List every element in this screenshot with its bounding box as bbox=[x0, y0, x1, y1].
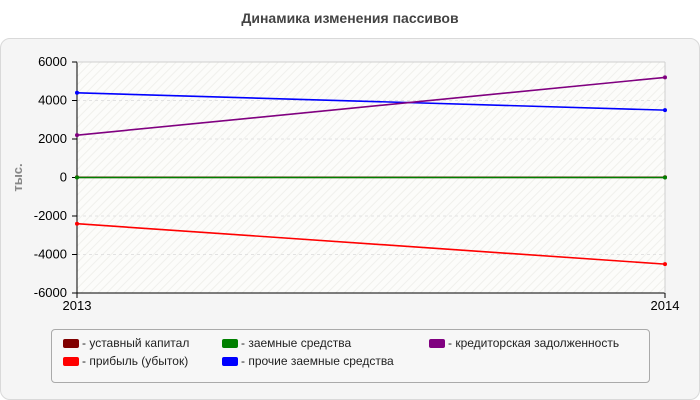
series-lines bbox=[75, 75, 667, 267]
legend-item: - заемные средства bbox=[222, 336, 351, 350]
chart-legend: - уставный капитал - прибыль (убыток) - за… bbox=[51, 329, 650, 383]
chart-title: Динамика изменения пассивов bbox=[241, 10, 459, 26]
y-tick-label: 6000 bbox=[38, 54, 67, 69]
legend-item: - кредиторская задолженность bbox=[429, 336, 619, 350]
y-tick-label: -6000 bbox=[34, 285, 67, 300]
y-tick-label: 2000 bbox=[38, 131, 67, 146]
series-line bbox=[76, 222, 666, 265]
data-point bbox=[663, 108, 667, 113]
legend-swatch bbox=[429, 338, 445, 348]
data-point bbox=[75, 133, 79, 138]
legend-label: - прочие заемные средства bbox=[241, 354, 394, 368]
data-point bbox=[75, 221, 79, 226]
data-point bbox=[663, 262, 667, 267]
legend-item: - прочие заемные средства bbox=[222, 354, 394, 368]
data-point bbox=[663, 175, 667, 180]
legend-swatch bbox=[222, 356, 238, 366]
legend-swatch bbox=[63, 356, 79, 366]
x-tick-label: 2013 bbox=[63, 298, 92, 313]
legend-item: - прибыль (убыток) bbox=[63, 354, 188, 368]
legend-label: - кредиторская задолженность bbox=[448, 336, 620, 350]
y-tick-label: 4000 bbox=[38, 93, 67, 108]
legend-label: - прибыль (убыток) bbox=[82, 354, 189, 368]
legend-swatch bbox=[63, 338, 79, 348]
data-point bbox=[663, 75, 667, 80]
data-point bbox=[75, 90, 79, 95]
x-tick-label: 2014 bbox=[651, 298, 680, 313]
legend-swatch bbox=[222, 338, 238, 348]
y-tick-label: -4000 bbox=[34, 247, 67, 262]
data-point bbox=[75, 175, 79, 180]
legend-label: - уставный капитал bbox=[82, 336, 190, 350]
y-tick-label: 0 bbox=[60, 170, 67, 185]
series-line bbox=[76, 92, 666, 111]
y-axis-title: тыс. bbox=[10, 163, 25, 191]
series-line bbox=[76, 76, 666, 136]
legend-label: - заемные средства bbox=[241, 336, 352, 350]
legend-item: - уставный капитал bbox=[63, 336, 189, 350]
y-tick-label: -2000 bbox=[34, 208, 67, 223]
